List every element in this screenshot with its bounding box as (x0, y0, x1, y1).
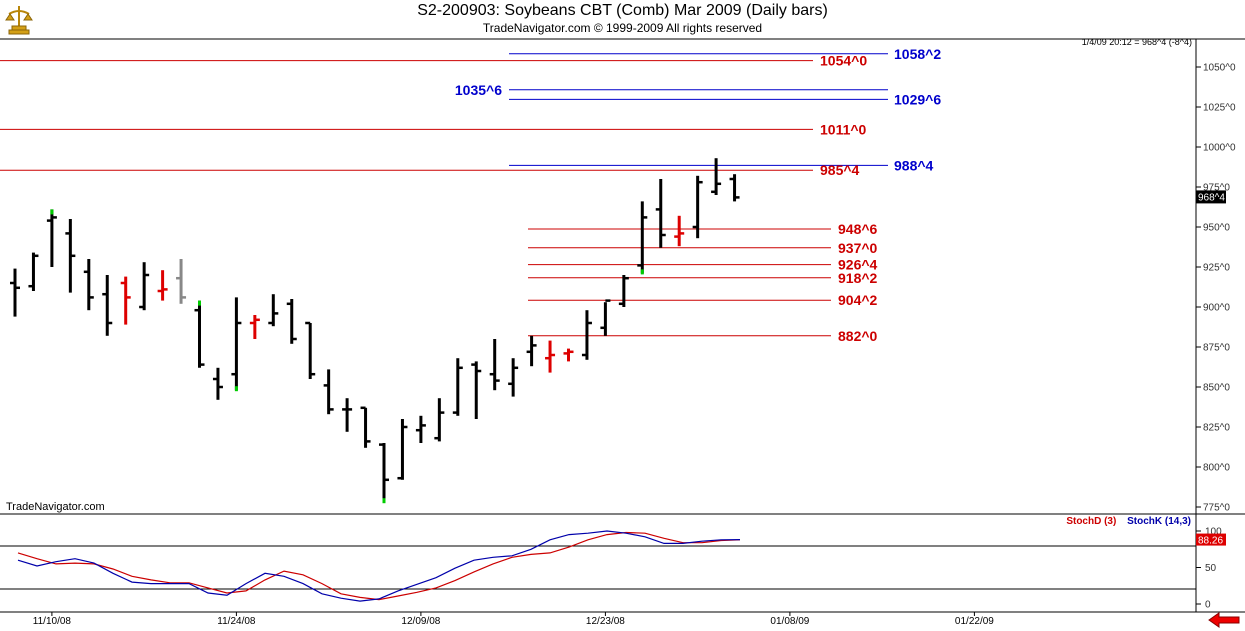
level-label: 882^0 (838, 328, 878, 344)
level-label: 948^6 (838, 221, 878, 237)
date-tick-label: 11/24/08 (217, 616, 256, 627)
level-label: 988^4 (894, 157, 934, 173)
date-axis: 11/10/08 11/24/08 12/09/08 12/23/08 01/08/09… (33, 612, 994, 627)
green-marker (50, 209, 54, 215)
level-label: 1035^6 (455, 82, 502, 98)
last-price-tag-text: 968^4 (1198, 192, 1225, 203)
stoch-k-line (17, 530, 741, 602)
price-axis: 1050^0 1025^0 1000^0 975^0 950^0 925^0 900^0 87… (1196, 63, 1236, 514)
price-tick-label: 900^0 (1203, 303, 1230, 314)
level-label: 918^2 (838, 270, 878, 286)
stoch-tick-label: 100 (1205, 527, 1222, 538)
price-tick-label: 850^0 (1203, 383, 1230, 394)
level-label: 1029^6 (894, 91, 941, 107)
stoch-tick-label: 50 (1205, 563, 1217, 574)
stoch-d-line (17, 531, 741, 601)
green-marker (198, 300, 201, 306)
price-tick-label: 1000^0 (1203, 143, 1236, 154)
price-status-readout: 1/4/09 20:12 = 968^4 (-8^4) (1081, 37, 1192, 47)
date-tick-label: 01/22/09 (955, 616, 994, 627)
date-tick-label: 12/23/08 (586, 616, 625, 627)
green-marker (382, 498, 386, 504)
level-label: 1058^2 (894, 46, 941, 62)
price-tick-label: 800^0 (1203, 463, 1230, 474)
date-tick-label: 01/08/09 (770, 616, 809, 627)
level-label: 926^4 (838, 257, 878, 273)
level-label: 904^2 (838, 292, 878, 308)
trade-navigator-logo-icon[interactable] (4, 4, 34, 36)
stoch-value-tag-text: 88.26 (1198, 536, 1223, 547)
level-label: 985^4 (820, 162, 860, 178)
stoch-k-legend-label: StochK (14,3) (1127, 516, 1191, 527)
stoch-d-legend-label: StochD (3) (1066, 516, 1117, 527)
level-label: 937^0 (838, 240, 878, 256)
watermark-label: TradeNavigator.com (6, 501, 105, 513)
price-tick-label: 925^0 (1203, 263, 1230, 274)
price-tick-label: 825^0 (1203, 423, 1230, 434)
green-marker (234, 386, 238, 392)
projection-levels: 1058^2 1054^0 1035^6 1029^6 1011^0 988^4 985^4… (0, 46, 941, 344)
stochastic-legend: StochD (3) StochK (14,3) (1066, 516, 1191, 527)
chart-title: S2-200903: Soybeans CBT (Comb) Mar 2009 … (417, 2, 828, 19)
price-tick-label: 775^0 (1203, 503, 1230, 514)
stoch-value-tag (1196, 533, 1226, 546)
price-tick-label: 875^0 (1203, 343, 1230, 354)
price-tick-label: 975^0 (1203, 183, 1230, 194)
stochastic-panel: 100 50 0 (17, 527, 1222, 611)
value-tags: 968^4 88.26 (1196, 190, 1226, 547)
level-label: 1054^0 (820, 53, 867, 69)
price-tick-label: 1050^0 (1203, 63, 1236, 74)
date-tick-label: 12/09/08 (401, 616, 440, 627)
green-marker (640, 269, 644, 275)
last-price-tag (1196, 190, 1226, 204)
stoch-tick-label: 0 (1205, 600, 1211, 611)
copyright-subtitle: TradeNavigator.com © 1999-2009 All right… (482, 21, 763, 35)
price-tick-label: 950^0 (1203, 223, 1230, 234)
price-tick-label: 1025^0 (1203, 103, 1236, 114)
price-bars (10, 158, 740, 504)
level-label: 1011^0 (820, 121, 867, 137)
date-tick-label: 11/10/08 (33, 616, 72, 627)
